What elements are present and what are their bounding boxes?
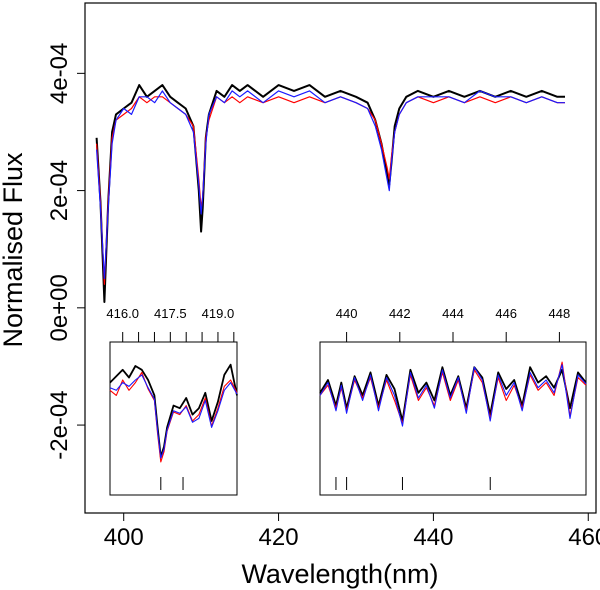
inset-right-series-observed (319, 366, 587, 422)
main-series-group (95, 84, 565, 303)
x-tick-label: 420 (259, 524, 299, 551)
y-axis: -2e-04 0e+00 2e-04 4e-04 (46, 43, 85, 460)
inset-left-axis: 416.0 417.5 419.0 (106, 306, 235, 490)
y-tick-label: 2e-04 (46, 160, 73, 221)
plot-frame (84, 2, 597, 514)
inset-left-series-observed (109, 363, 238, 458)
x-axis-label: Wavelength(nm) (241, 559, 438, 589)
inset-right-tick-label: 446 (495, 306, 517, 321)
inset-left-tick-label: 417.5 (154, 306, 187, 321)
x-axis: 400 420 440 460 (104, 513, 600, 551)
inset-right-series (319, 361, 587, 427)
y-tick-label: -2e-04 (46, 390, 73, 459)
inset-left-tick-label: 416.0 (106, 306, 139, 321)
inset-right-tick-label: 440 (336, 306, 358, 321)
y-axis-label: Normalised Flux (0, 152, 28, 348)
inset-right-series-model-blue (319, 364, 587, 427)
inset-right-frame (319, 341, 587, 496)
y-tick-label: 4e-04 (46, 43, 73, 104)
inset-left-series-model-blue (109, 374, 238, 459)
x-tick-label: 400 (104, 524, 144, 551)
series-model-red (96, 96, 565, 285)
inset-right-axis: 440 442 444 446 448 (335, 306, 571, 490)
inset-left-tick-label: 419.0 (202, 306, 235, 321)
series-model-blue (96, 90, 565, 280)
inset-left-frame (109, 341, 238, 496)
x-tick-label: 460 (568, 524, 600, 551)
inset-right-tick-label: 444 (442, 306, 464, 321)
inset-left: 416.0 417.5 419.0 (106, 306, 238, 496)
series-observed (95, 84, 565, 303)
inset-right-tick-label: 448 (549, 306, 571, 321)
inset-left-series (109, 363, 238, 463)
x-tick-label: 440 (413, 524, 453, 551)
inset-right: 440 442 444 446 448 (319, 306, 587, 496)
inset-right-tick-label: 442 (389, 306, 411, 321)
y-tick-label: 0e+00 (46, 274, 73, 341)
